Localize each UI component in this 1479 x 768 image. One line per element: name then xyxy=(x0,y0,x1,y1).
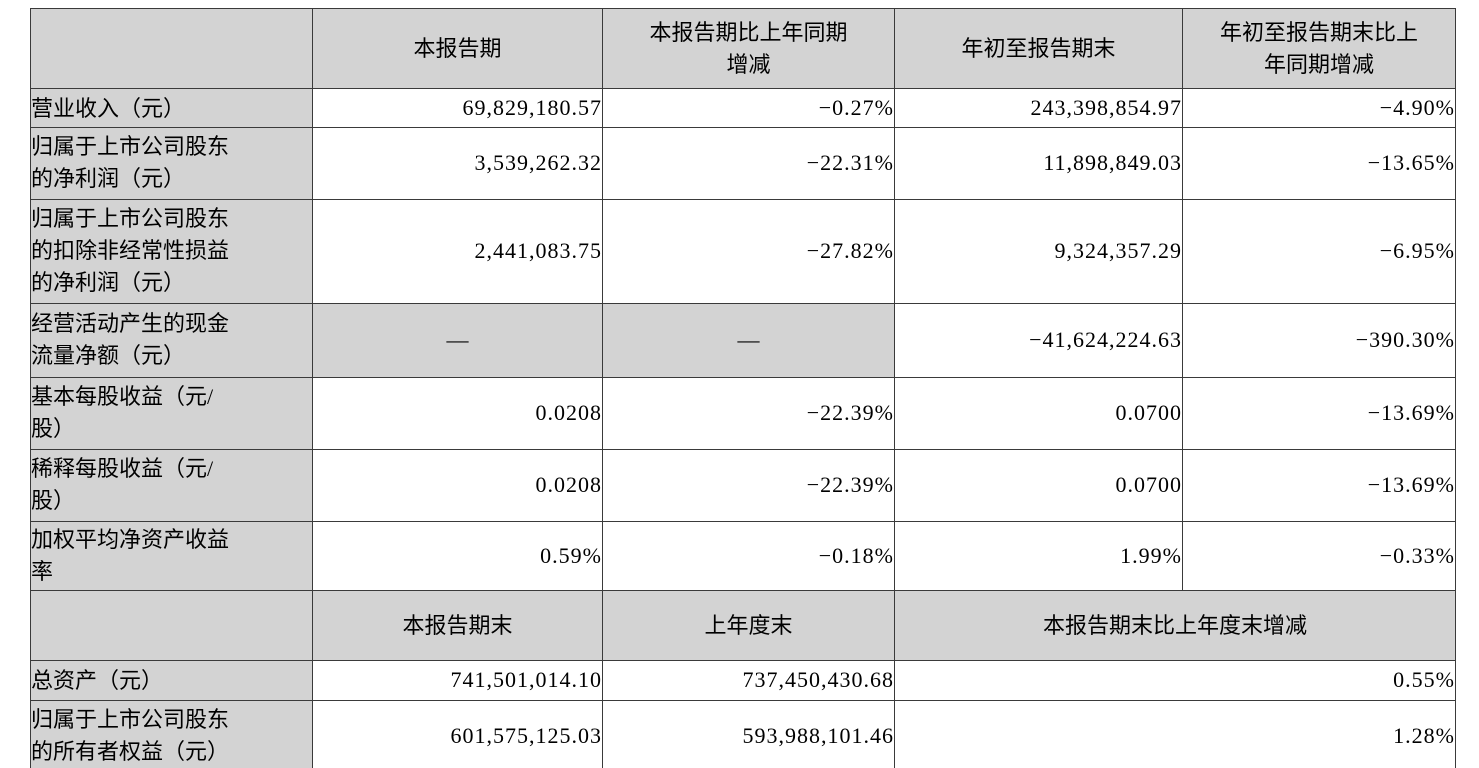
key-financials-table: 本报告期 本报告期比上年同期增减 年初至报告期末 年初至报告期末比上年同期增减 … xyxy=(30,8,1456,768)
row-weighted-avg-roe: 加权平均净资产收益率 0.59% −0.18% 1.99% −0.33% xyxy=(30,520,1456,591)
row-label: 经营活动产生的现金流量净额（元） xyxy=(30,302,313,378)
row-operating-cash-flow: 经营活动产生的现金流量净额（元） — — −41,624,224.63 −390… xyxy=(30,302,1456,378)
row-diluted-eps: 稀释每股收益（元/股） 0.0208 −22.39% 0.0700 −13.69… xyxy=(30,448,1456,522)
header-prior-year-end-label: 上年度末 xyxy=(704,613,793,639)
value-current-change: −22.31% xyxy=(602,126,895,200)
header-ytd-change: 年初至报告期末比上年同期增减 xyxy=(1182,8,1456,89)
row-label-text: 加权平均净资产收益率 xyxy=(31,526,230,584)
value-prior-year-end: 737,450,430.68 xyxy=(602,659,895,701)
header-prior-year-end: 上年度末 xyxy=(602,589,895,661)
row-label: 加权平均净资产收益率 xyxy=(30,520,313,591)
header-row-period: 本报告期 本报告期比上年同期增减 年初至报告期末 年初至报告期末比上年同期增减 xyxy=(30,8,1456,89)
value-ytd-change: −13.69% xyxy=(1182,376,1456,450)
value-current-change: −0.27% xyxy=(602,88,895,128)
header-current-period-change: 本报告期比上年同期增减 xyxy=(602,8,895,89)
value-current-period: 3,539,262.32 xyxy=(312,126,603,200)
header-period-end-change: 本报告期末比上年度末增减 xyxy=(894,589,1456,661)
header-current-period: 本报告期 xyxy=(312,8,603,89)
value-ytd-change: −390.30% xyxy=(1182,302,1456,378)
value-ytd: 9,324,357.29 xyxy=(894,198,1183,304)
header-period-end-label: 本报告期末 xyxy=(402,613,513,639)
row-label-text: 归属于上市公司股东的所有者权益（元） xyxy=(31,706,230,764)
row-label: 归属于上市公司股东的扣除非经常性损益的净利润（元） xyxy=(30,198,313,304)
value-ytd-change: −4.90% xyxy=(1182,88,1456,128)
header2-corner-cell xyxy=(30,589,313,661)
value-ytd: −41,624,224.63 xyxy=(894,302,1183,378)
value-ytd-change: −13.65% xyxy=(1182,126,1456,200)
value-current-period: 0.59% xyxy=(312,520,603,591)
value-prior-year-end: 593,988,101.46 xyxy=(602,699,895,768)
row-label-text: 稀释每股收益（元/股） xyxy=(31,456,214,514)
row-label: 总资产（元） xyxy=(30,659,313,701)
header-row-yearend: 本报告期末 上年度末 本报告期末比上年度末增减 xyxy=(30,589,1456,661)
header-current-period-label: 本报告期 xyxy=(413,36,502,62)
row-label-text: 营业收入（元） xyxy=(31,95,186,121)
row-label: 营业收入（元） xyxy=(30,88,313,128)
row-net-profit-excl-nonrecurring: 归属于上市公司股东的扣除非经常性损益的净利润（元） 2,441,083.75 −… xyxy=(30,198,1456,304)
value-ytd-change: −6.95% xyxy=(1182,198,1456,304)
value-ytd: 0.0700 xyxy=(894,376,1183,450)
value-current-period: 0.0208 xyxy=(312,376,603,450)
header-ytd-change-label: 年初至报告期末比上年同期增减 xyxy=(1219,19,1418,77)
value-current-period: 69,829,180.57 xyxy=(312,88,603,128)
row-label: 基本每股收益（元/股） xyxy=(30,376,313,450)
value-ytd: 1.99% xyxy=(894,520,1183,591)
value-period-end-change: 1.28% xyxy=(894,699,1456,768)
row-basic-eps: 基本每股收益（元/股） 0.0208 −22.39% 0.0700 −13.69… xyxy=(30,376,1456,450)
row-label-text: 经营活动产生的现金流量净额（元） xyxy=(31,311,230,369)
header-corner-cell xyxy=(30,8,313,89)
row-label-text: 基本每股收益（元/股） xyxy=(31,384,214,442)
row-net-profit-attributable: 归属于上市公司股东的净利润（元） 3,539,262.32 −22.31% 11… xyxy=(30,126,1456,200)
value-current-change: −27.82% xyxy=(602,198,895,304)
value-ytd-change: −13.69% xyxy=(1182,448,1456,522)
value-current-change: −22.39% xyxy=(602,376,895,450)
value-ytd: 243,398,854.97 xyxy=(894,88,1183,128)
row-operating-revenue: 营业收入（元） 69,829,180.57 −0.27% 243,398,854… xyxy=(30,88,1456,128)
header-ytd-label: 年初至报告期末 xyxy=(961,36,1116,62)
value-current-period: 2,441,083.75 xyxy=(312,198,603,304)
value-period-end-change: 0.55% xyxy=(894,659,1456,701)
header-ytd: 年初至报告期末 xyxy=(894,8,1183,89)
value-ytd: 11,898,849.03 xyxy=(894,126,1183,200)
value-current-period-na: — xyxy=(312,302,603,378)
header-period-end-change-label: 本报告期末比上年度末增减 xyxy=(1042,613,1307,639)
row-label-text: 总资产（元） xyxy=(31,668,164,694)
value-period-end: 601,575,125.03 xyxy=(312,699,603,768)
value-period-end: 741,501,014.10 xyxy=(312,659,603,701)
row-label: 归属于上市公司股东的净利润（元） xyxy=(30,126,313,200)
row-equity-attributable: 归属于上市公司股东的所有者权益（元） 601,575,125.03 593,98… xyxy=(30,699,1456,768)
value-current-change: −0.18% xyxy=(602,520,895,591)
value-ytd-change: −0.33% xyxy=(1182,520,1456,591)
row-label-text: 归属于上市公司股东的净利润（元） xyxy=(31,134,230,192)
row-label: 稀释每股收益（元/股） xyxy=(30,448,313,522)
row-label: 归属于上市公司股东的所有者权益（元） xyxy=(30,699,313,768)
header-period-end: 本报告期末 xyxy=(312,589,603,661)
row-total-assets: 总资产（元） 741,501,014.10 737,450,430.68 0.5… xyxy=(30,659,1456,701)
value-current-period: 0.0208 xyxy=(312,448,603,522)
row-label-text: 归属于上市公司股东的扣除非经常性损益的净利润（元） xyxy=(31,206,230,296)
value-ytd: 0.0700 xyxy=(894,448,1183,522)
value-current-change-na: — xyxy=(602,302,895,378)
header-current-period-change-label: 本报告期比上年同期增减 xyxy=(649,19,848,77)
value-current-change: −22.39% xyxy=(602,448,895,522)
